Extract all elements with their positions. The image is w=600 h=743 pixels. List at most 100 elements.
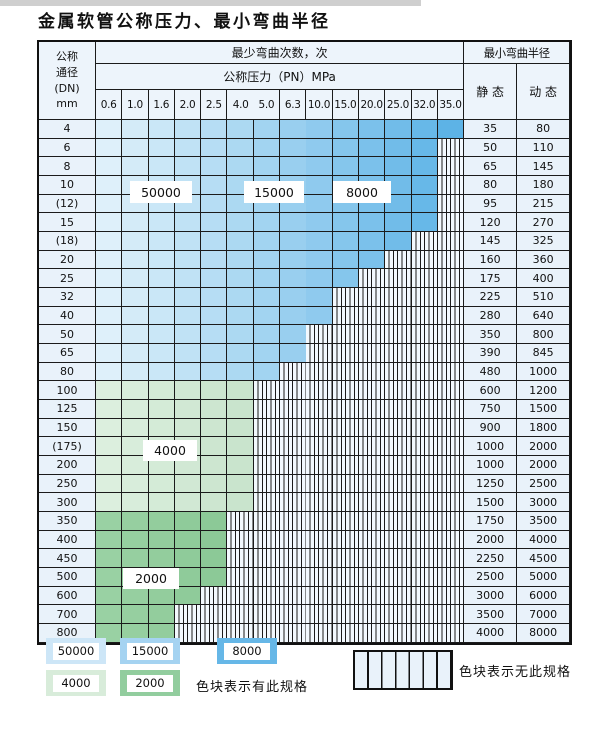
no-spec-cell — [306, 512, 333, 531]
dn-cell: 6 — [39, 138, 96, 158]
spec-cell — [411, 213, 438, 233]
dynamic-radius-cell: 110 — [517, 138, 571, 158]
dynamic-radius-cell: 2000 — [517, 437, 571, 457]
dynamic-radius-cell: 800 — [517, 325, 571, 345]
static-radius-cell: 80 — [464, 176, 518, 195]
spec-cell — [201, 157, 228, 177]
no-spec-cell — [332, 400, 359, 419]
spec-cell — [332, 213, 359, 233]
spec-cell — [227, 232, 254, 251]
spec-cell — [306, 213, 333, 233]
static-radius-cell: 1250 — [464, 474, 518, 494]
spec-cell — [280, 120, 307, 139]
no-spec-cell — [411, 418, 438, 438]
spec-cell — [385, 194, 412, 214]
spec-cell — [332, 120, 359, 139]
dn-cell: 80 — [39, 362, 96, 382]
spec-cell — [122, 400, 149, 419]
no-spec-cell — [437, 624, 465, 643]
spec-cell — [201, 269, 228, 289]
spec-cell — [332, 232, 359, 251]
spec-cell — [253, 362, 281, 382]
no-spec-cell — [437, 176, 465, 195]
spec-cell — [385, 138, 412, 158]
spec-cell — [96, 530, 123, 550]
no-spec-cell — [437, 474, 465, 494]
spec-cell — [201, 232, 228, 251]
no-spec-cell — [358, 344, 386, 363]
no-spec-cell — [358, 586, 386, 606]
no-spec-cell — [411, 605, 438, 625]
spec-cell — [332, 269, 359, 289]
no-spec-cell — [280, 493, 307, 513]
legend-value-4000: 4000 — [53, 674, 99, 692]
no-spec-cell — [385, 493, 412, 513]
spec-cell — [174, 157, 202, 177]
spec-cell — [201, 362, 228, 382]
cycles-label-50000: 50000 — [130, 181, 192, 203]
no-spec-cell — [358, 381, 386, 401]
dynamic-radius-cell: 2500 — [517, 474, 571, 494]
dn-cell: (18) — [39, 232, 96, 251]
spec-cell — [122, 213, 149, 233]
no-spec-cell — [437, 400, 465, 419]
no-spec-cell — [385, 512, 412, 531]
no-spec-cell — [385, 269, 412, 289]
static-header: 静 态 — [464, 64, 518, 120]
spec-cell — [227, 288, 254, 307]
spec-cell — [174, 400, 202, 419]
no-spec-cell — [411, 232, 438, 251]
spec-cell — [122, 269, 149, 289]
no-spec-cell — [332, 437, 359, 457]
no-spec-cell — [358, 549, 386, 569]
no-spec-cell — [332, 512, 359, 531]
no-spec-cell — [358, 493, 386, 513]
no-spec-cell — [306, 568, 333, 587]
dynamic-radius-cell: 400 — [517, 269, 571, 289]
spec-cell — [385, 120, 412, 139]
dn-cell: 8 — [39, 157, 96, 177]
no-spec-cell — [332, 325, 359, 345]
spec-cell — [96, 232, 123, 251]
no-spec-cell — [332, 605, 359, 625]
no-spec-cell — [280, 605, 307, 625]
no-spec-cell — [227, 605, 254, 625]
dynamic-radius-cell: 325 — [517, 232, 571, 251]
no-spec-cell — [411, 456, 438, 475]
no-spec-cell — [411, 400, 438, 419]
no-spec-cell — [332, 456, 359, 475]
spec-cell — [227, 437, 254, 457]
pressure-header-32.0: 32.0 — [411, 90, 438, 120]
dynamic-radius-cell: 1000 — [517, 362, 571, 382]
no-spec-cell — [437, 138, 465, 158]
static-radius-cell: 35 — [464, 120, 518, 139]
spec-cell — [385, 157, 412, 177]
spec-cell — [201, 344, 228, 363]
spec-cell — [227, 400, 254, 419]
spec-cell — [227, 325, 254, 345]
spec-cell — [201, 400, 228, 419]
spec-cell — [332, 157, 359, 177]
spec-cell — [174, 138, 202, 158]
spec-cell — [201, 250, 228, 270]
dynamic-header: 动 态 — [517, 64, 571, 120]
legend-value-8000: 8000 — [224, 642, 270, 660]
spec-cell — [174, 474, 202, 494]
spec-cell — [306, 288, 333, 307]
spec-cell — [358, 250, 386, 270]
no-spec-cell — [280, 512, 307, 531]
no-spec-cell — [253, 400, 281, 419]
pressure-header-1.0: 1.0 — [122, 90, 149, 120]
nominal-pressure-header: 公称压力（PN）MPa — [96, 64, 465, 90]
spec-cell — [174, 381, 202, 401]
dynamic-radius-cell: 1500 — [517, 400, 571, 419]
spec-cell — [96, 325, 123, 345]
page-top-strip — [0, 0, 421, 6]
spec-cell — [306, 250, 333, 270]
spec-cell — [253, 120, 281, 139]
spec-cell — [122, 250, 149, 270]
no-spec-cell — [385, 549, 412, 569]
spec-cell — [201, 120, 228, 139]
spec-cell — [280, 269, 307, 289]
spec-cell — [227, 474, 254, 494]
